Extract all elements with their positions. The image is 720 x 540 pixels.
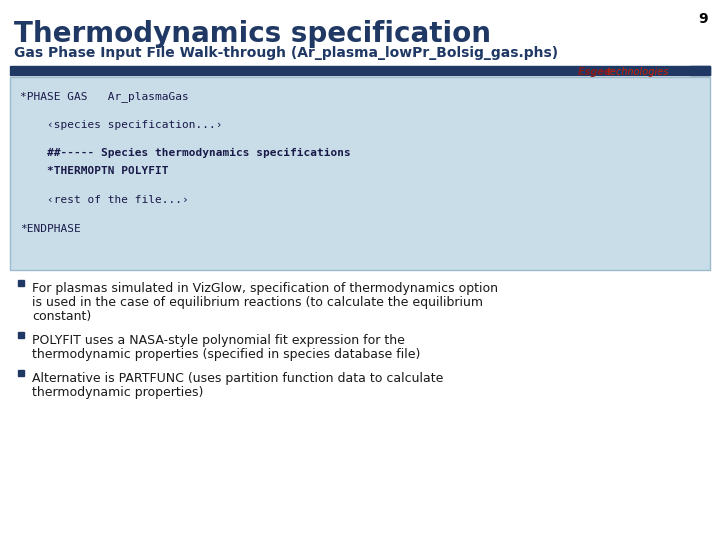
Text: constant): constant) (32, 310, 91, 323)
Text: *PHASE GAS   Ar_plasmaGas: *PHASE GAS Ar_plasmaGas (20, 91, 189, 102)
Bar (18, 280, 24, 286)
Text: technologies: technologies (606, 67, 668, 77)
FancyBboxPatch shape (10, 77, 710, 270)
Text: Gas Phase Input File Walk-through (Ar_plasma_lowPr_Bolsig_gas.phs): Gas Phase Input File Walk-through (Ar_pl… (14, 46, 558, 60)
Text: *ENDPHASE: *ENDPHASE (20, 224, 81, 233)
Text: ‹rest of the file...›: ‹rest of the file...› (20, 195, 189, 205)
Bar (18, 332, 24, 338)
Text: 9: 9 (698, 12, 708, 26)
Text: *THERMOPTN POLYFIT: *THERMOPTN POLYFIT (20, 166, 168, 177)
Text: Alternative is PARTFUNC (uses partition function data to calculate: Alternative is PARTFUNC (uses partition … (32, 372, 444, 385)
Bar (10, 66, 710, 75)
Text: thermodynamic properties): thermodynamic properties) (32, 386, 203, 399)
Bar (18, 370, 24, 376)
Bar (690, 66, 710, 75)
Text: thermodynamic properties (specified in species database file): thermodynamic properties (specified in s… (32, 348, 420, 361)
Text: is used in the case of equilibrium reactions (to calculate the equilibrium: is used in the case of equilibrium react… (32, 296, 483, 309)
Text: ##----- Species thermodynamics specifications: ##----- Species thermodynamics specifica… (20, 148, 351, 158)
Text: Esgee: Esgee (578, 67, 614, 77)
Text: Thermodynamics specification: Thermodynamics specification (14, 20, 491, 48)
Text: For plasmas simulated in VizGlow, specification of thermodynamics option: For plasmas simulated in VizGlow, specif… (32, 282, 498, 295)
Text: ‹species specification...›: ‹species specification...› (20, 119, 222, 130)
Text: POLYFIT uses a NASA-style polynomial fit expression for the: POLYFIT uses a NASA-style polynomial fit… (32, 334, 405, 347)
